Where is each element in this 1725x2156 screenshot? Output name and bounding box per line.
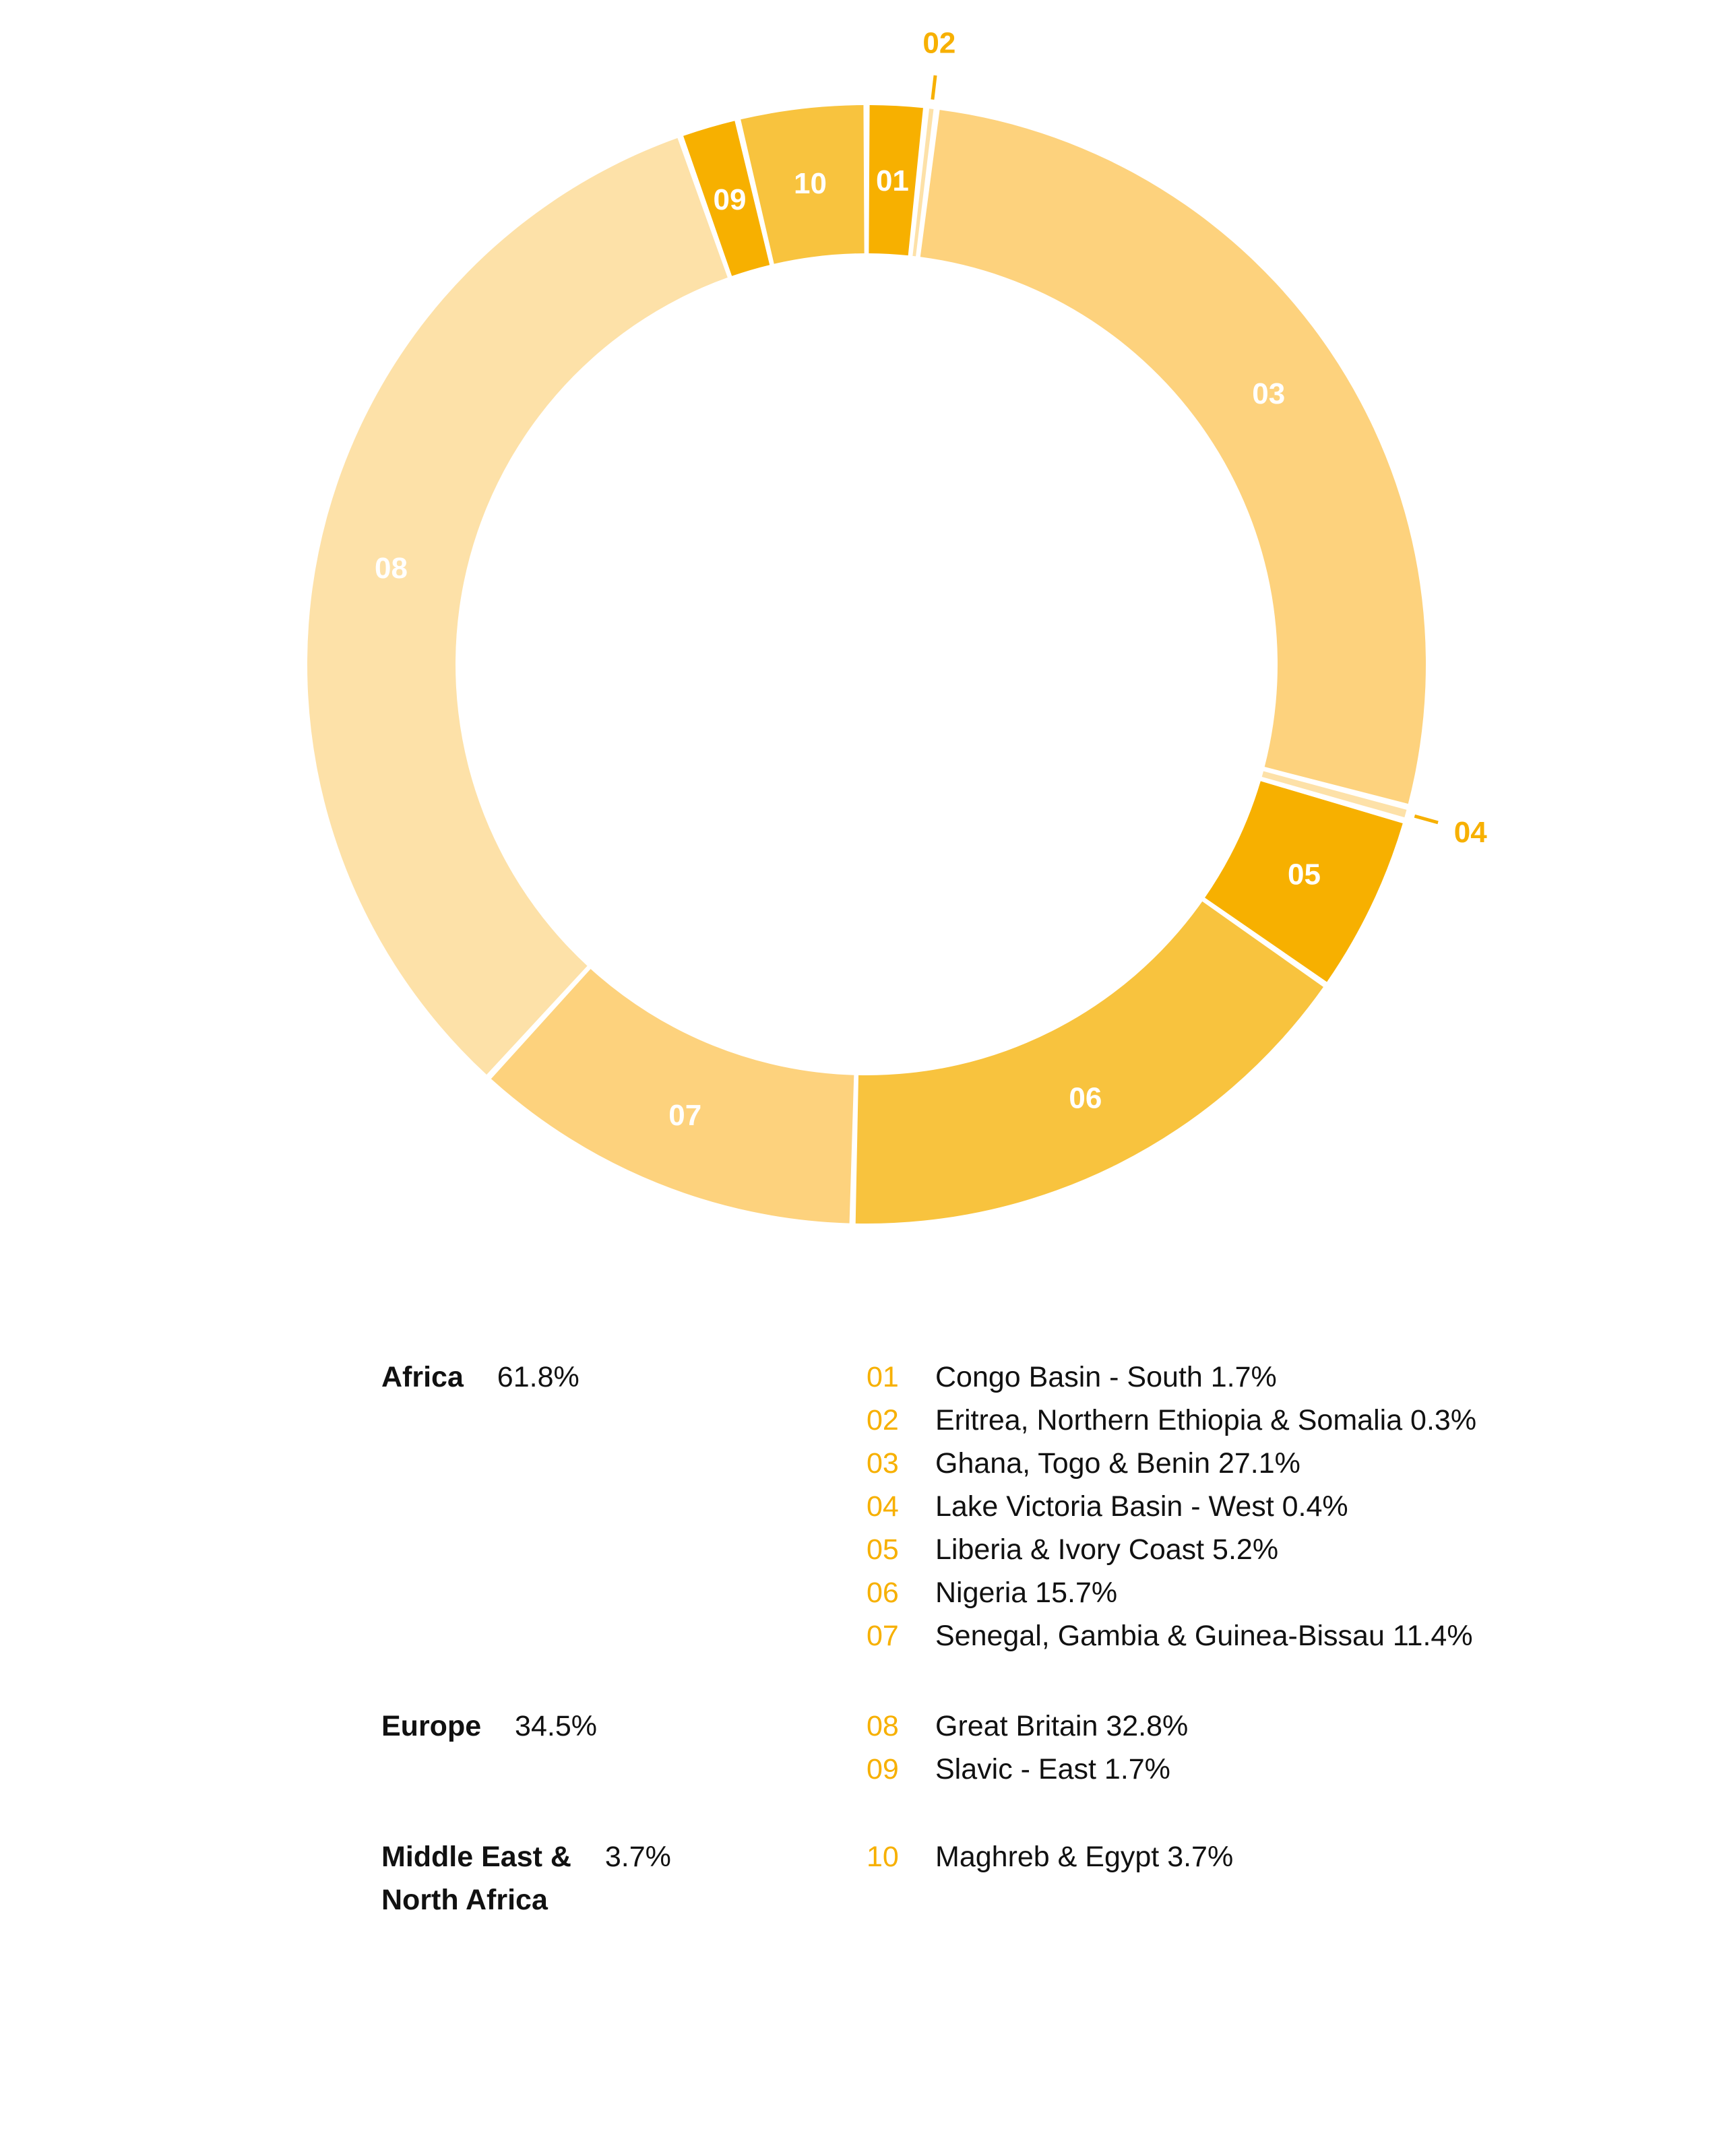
region-name-line-2: North Africa <box>381 1884 548 1916</box>
slice-label-06: 06 <box>1069 1082 1102 1115</box>
legend-label: Lake Victoria Basin - West 0.4% <box>935 1490 1348 1523</box>
region-percent: 61.8% <box>497 1361 579 1393</box>
legend-item: 02 Eritrea, Northern Ethiopia & Somalia 0… <box>867 1399 1476 1442</box>
slice-label-09: 09 <box>713 183 746 216</box>
legend-item: 03 Ghana, Togo & Benin 27.1% <box>867 1442 1300 1485</box>
leader-line-04 <box>1414 814 1439 825</box>
legend-number: 03 <box>867 1447 899 1480</box>
region-europe: Europe 34.5% <box>381 1705 597 1748</box>
legend-item: 09 Slavic - East 1.7% <box>867 1748 1170 1791</box>
legend-label: Slavic - East 1.7% <box>935 1753 1170 1785</box>
legend-number: 09 <box>867 1753 899 1785</box>
region-name: Africa <box>381 1361 464 1393</box>
legend-number: 02 <box>867 1404 899 1436</box>
legend-label: Ghana, Togo & Benin 27.1% <box>935 1447 1300 1480</box>
legend-label: Congo Basin - South 1.7% <box>935 1361 1277 1393</box>
leader-line-02 <box>931 75 937 100</box>
legend-number: 08 <box>867 1710 899 1742</box>
legend-item: 05 Liberia & Ivory Coast 5.2% <box>867 1528 1278 1571</box>
legend-label: Senegal, Gambia & Guinea-Bissau 11.4% <box>935 1620 1473 1652</box>
region-percent: 34.5% <box>515 1710 597 1742</box>
legend-label: Great Britain 32.8% <box>935 1710 1189 1742</box>
legend-label: Maghreb & Egypt 3.7% <box>935 1841 1234 1873</box>
region-percent: 3.7% <box>604 1841 671 1873</box>
legend-number: 04 <box>867 1490 899 1523</box>
region-africa: Africa 61.8% <box>381 1356 579 1399</box>
legend-label: Eritrea, Northern Ethiopia & Somalia 0.3… <box>935 1404 1477 1436</box>
slice-07 <box>491 969 854 1224</box>
region-name-line-1: Middle East & <box>381 1841 571 1873</box>
slice-06 <box>855 901 1323 1224</box>
slice-label-03: 03 <box>1252 377 1285 410</box>
slice-02 <box>912 108 934 257</box>
slice-label-05: 05 <box>1288 858 1321 891</box>
slice-label-08: 08 <box>375 552 408 585</box>
slice-04 <box>1261 771 1407 818</box>
region-middle-east-north-africa: Middle East & 3.7% North Africa <box>381 1835 786 1922</box>
region-name: Europe <box>381 1710 482 1742</box>
legend-label: Nigeria 15.7% <box>935 1577 1118 1609</box>
legend-item: 10 Maghreb & Egypt 3.7% <box>867 1835 1233 1878</box>
legend-item: 08 Great Britain 32.8% <box>867 1705 1188 1748</box>
legend-number: 05 <box>867 1533 899 1566</box>
slice-10 <box>741 105 865 264</box>
slice-05 <box>1205 781 1403 982</box>
legend-item: 07 Senegal, Gambia & Guinea-Bissau 11.4% <box>867 1614 1473 1657</box>
slice-label-04: 04 <box>1454 816 1487 849</box>
slice-01 <box>869 105 923 256</box>
legend-number: 07 <box>867 1620 899 1652</box>
legend-item: 01 Congo Basin - South 1.7% <box>867 1356 1277 1399</box>
legend-item: 06 Nigeria 15.7% <box>867 1571 1117 1614</box>
slice-label-07: 07 <box>668 1099 701 1132</box>
legend-item: 04 Lake Victoria Basin - West 0.4% <box>867 1485 1348 1528</box>
slice-03 <box>920 110 1426 804</box>
slice-label-02: 02 <box>922 26 955 59</box>
slice-label-10: 10 <box>794 167 827 200</box>
donut-chart: 01 02 03 04 05 06 07 08 09 10 <box>307 26 1487 1224</box>
slice-label-01: 01 <box>876 164 909 197</box>
legend-number: 06 <box>867 1577 899 1609</box>
legend-number: 10 <box>867 1841 899 1873</box>
legend-label: Liberia & Ivory Coast 5.2% <box>935 1533 1279 1566</box>
slice-08 <box>307 137 728 1075</box>
slice-09 <box>683 121 770 276</box>
legend-number: 01 <box>867 1361 899 1393</box>
